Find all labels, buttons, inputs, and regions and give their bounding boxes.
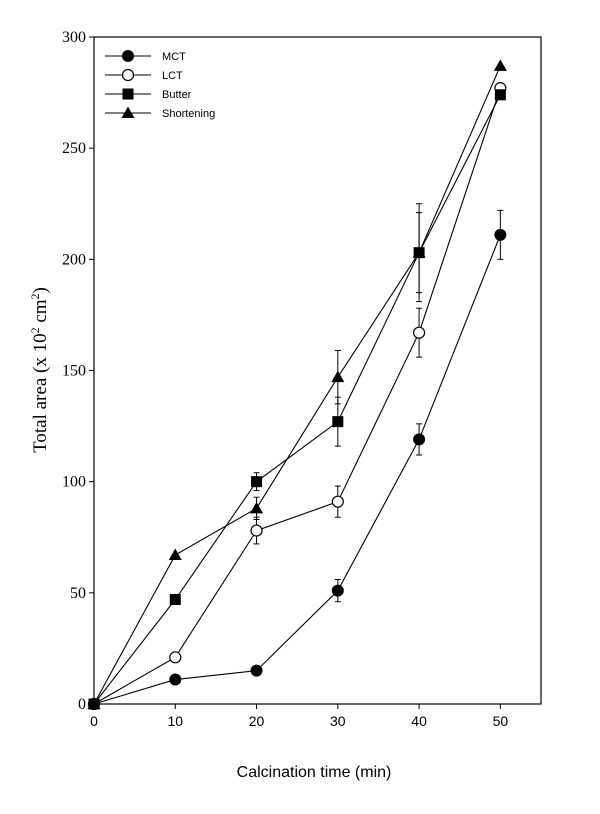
data-point-mct	[250, 664, 263, 677]
y-tick-label: 250	[62, 140, 86, 157]
data-point-shortening	[412, 246, 426, 258]
error-bars	[253, 203, 504, 603]
y-tick-label: 100	[62, 474, 86, 491]
data-point-shortening	[168, 548, 182, 561]
y-axis-title-mid: cm	[30, 299, 51, 327]
data-point-mct	[331, 584, 344, 597]
legend-marker-butter	[122, 88, 134, 100]
y-tick-label: 200	[62, 251, 86, 268]
series-markers	[87, 59, 507, 711]
y-tick-label: 0	[78, 696, 86, 713]
legend-item-mct: MCT	[105, 50, 186, 63]
x-tick-label: 20	[249, 713, 265, 729]
x-tick-label: 50	[493, 713, 509, 729]
y-axis-title-sup1: 2	[28, 327, 42, 333]
legend-marker-shortening	[121, 106, 135, 118]
legend-label-mct: MCT	[162, 51, 186, 63]
data-point-lct	[412, 326, 426, 339]
data-point-mct	[494, 228, 507, 241]
data-point-lct	[250, 524, 263, 537]
y-tick-label: 300	[62, 29, 86, 46]
series-line-butter	[93, 94, 501, 705]
legend-marker-mct	[122, 50, 134, 62]
legend-item-butter: Butter	[105, 88, 192, 101]
legend-marker-lct	[121, 68, 135, 82]
data-point-shortening	[250, 501, 264, 514]
legend-item-lct: LCT	[105, 68, 183, 82]
data-point-butter	[332, 416, 344, 428]
y-tick-label: 50	[70, 585, 86, 602]
series-line-mct	[93, 234, 501, 705]
x-tick-label: 40	[411, 713, 427, 729]
legend: MCT LCT Butter Shortening	[105, 50, 215, 120]
data-point-shortening	[493, 59, 507, 71]
y-axis-title-main: Total area (x 10	[30, 333, 51, 452]
x-axis: 0 10 20 30 40 50	[90, 704, 508, 729]
x-axis-title: Calcination time (min)	[237, 764, 392, 781]
data-point-butter	[494, 89, 506, 101]
data-point-lct	[331, 495, 344, 508]
data-point-shortening	[331, 370, 345, 383]
y-axis-title-sup2: 2	[28, 293, 42, 299]
series-lines	[93, 65, 501, 705]
data-point-lct	[169, 651, 182, 664]
plot-frame	[93, 36, 542, 705]
y-tick-label: 150	[62, 363, 86, 380]
data-point-mct	[413, 433, 426, 446]
series-line-lct	[93, 87, 501, 705]
legend-item-shortening: Shortening	[105, 106, 215, 120]
x-tick-label: 0	[90, 713, 98, 729]
legend-label-lct: LCT	[162, 70, 183, 82]
data-point-butter	[251, 476, 263, 488]
data-point-shortening	[87, 697, 101, 709]
x-tick-label: 30	[330, 713, 346, 729]
y-axis-title: Total area (x 102 cm2)	[28, 287, 51, 453]
legend-label-shortening: Shortening	[162, 108, 215, 120]
series-line-shortening	[93, 65, 501, 705]
y-axis-title-end: )	[30, 287, 51, 293]
x-tick-label: 10	[167, 713, 183, 729]
data-point-mct	[169, 673, 182, 686]
legend-label-butter: Butter	[162, 89, 192, 101]
data-point-butter	[169, 594, 181, 606]
y-axis: 0 50 100 150 200 250 300	[62, 29, 94, 713]
